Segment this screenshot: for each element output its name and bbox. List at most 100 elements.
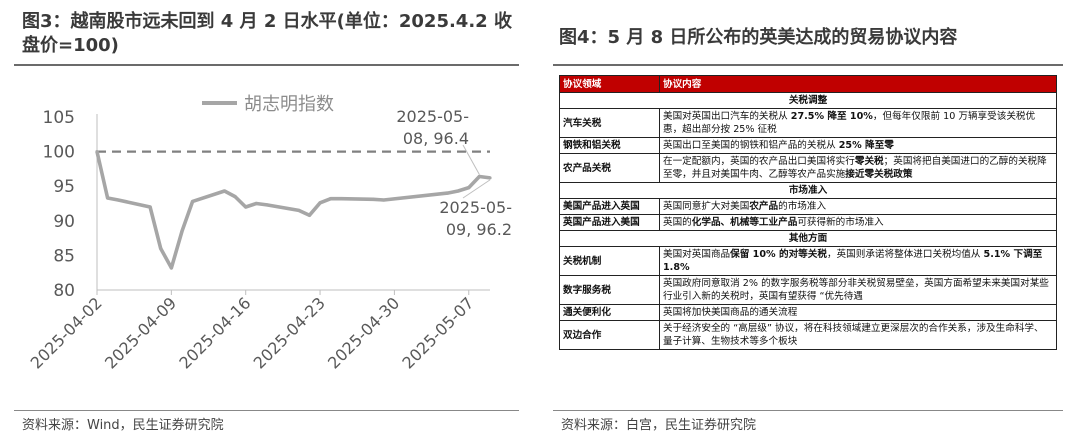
y-tick-label: 105: [43, 108, 75, 128]
annotation-label: 09, 96.2: [446, 220, 512, 239]
row-field: 钢铁和铝关税: [559, 137, 660, 154]
data-point: [488, 176, 492, 180]
row-field: 双边合作: [559, 320, 660, 350]
annotation-leader: [462, 144, 480, 175]
data-point: [180, 229, 184, 233]
table-row: 钢铁和铝关税 英国出口至美国的钢铁和铝产品的关税从 25% 降至零: [559, 137, 1057, 154]
x-tick-label: 2025-04-30: [324, 293, 403, 372]
header-content: 协议内容: [659, 75, 1057, 93]
section-heading: 市场准入: [559, 182, 1057, 199]
x-tick-label: 2025-04-02: [27, 293, 106, 372]
data-point: [116, 198, 120, 202]
table-row: 英国产品进入美国 英国的化学品、机械等工业产品可获得新的市场准入: [559, 214, 1057, 231]
table-figure-title: 图4：5 月 8 日所公布的英美达成的贸易协议内容: [559, 27, 958, 48]
left-panel: 图3：越南股市远未回到 4 月 2 日水平(单位：2025.4.2 收盘价=10…: [0, 0, 525, 440]
data-point: [477, 174, 481, 179]
series-line-hcm-index: [95, 151, 491, 270]
row-content: 英国政府同意取消 2% 的数字服务税等部分非关税贸易壁垒，英国方面希望未来美国对…: [659, 275, 1057, 305]
row-content: 英国将加快美国商品的通关流程: [659, 304, 1057, 321]
table-row: 美国产品进入英国 英国同意扩大对美国农产品的市场准入: [559, 198, 1057, 215]
title-divider: [553, 64, 1063, 66]
title-divider: [14, 64, 519, 66]
row-field: 关税机制: [559, 246, 660, 276]
table-source: 资料来源：白宫，民生证券研究院: [561, 418, 757, 433]
row-field: 农产品关税: [559, 153, 660, 183]
data-point: [95, 150, 99, 154]
row-content: 英国的化学品、机械等工业产品可获得新的市场准入: [659, 214, 1057, 231]
table-row: 汽车关税 美国对英国出口汽车的关税从 27.5% 降至 10%，但每年仅限前 10…: [559, 108, 1057, 138]
y-tick-label: 100: [43, 143, 75, 163]
row-field: 数字服务税: [559, 275, 660, 305]
y-tick-label: 95: [53, 177, 75, 197]
row-content: 关于经济安全的 “高层级” 协议，将在科技领域建立更深层次的合作关系，涉及生命科…: [659, 320, 1057, 350]
agreement-table: 协议领域 协议内容 关税调整 汽车关税 美国对英国出口汽车的关税从 27.5% 降至…: [559, 75, 1057, 350]
section-heading: 其他方面: [559, 230, 1057, 247]
y-tick-label: 80: [53, 281, 75, 301]
content-text: 英国将加快美国商品的通关流程: [663, 307, 798, 318]
content-text: 英国同意扩大对美国: [663, 201, 750, 212]
data-point: [339, 197, 343, 201]
row-content: 美国对英国出口汽车的关税从 27.5% 降至 10%，但每年仅限前 10 万辆享…: [659, 108, 1057, 138]
table-section-row: 关税调整: [559, 92, 1057, 109]
content-text: ；英国将把自美国进口的乙醇的关税降至零，并且对美国牛肉、乙醇等农产品实施: [663, 156, 1047, 180]
x-tick-label: 2025-04-16: [175, 293, 254, 372]
content-text: 的市场准入: [778, 201, 827, 212]
chart-figure-title: 图3：越南股市远未回到 4 月 2 日水平(单位：2025.4.2 收盘价=10…: [22, 11, 512, 56]
data-point: [307, 213, 312, 217]
annotation-leader: [462, 179, 491, 199]
content-text: 英国的: [663, 217, 692, 228]
content-text: 美国对英国出口汽车的关税从: [663, 111, 791, 122]
chart-source: 资料来源：Wind，民生证券研究院: [22, 418, 224, 433]
y-tick-label: 90: [53, 212, 75, 232]
agreement-table-wrapper: 协议领域 协议内容 关税调整 汽车关税 美国对英国出口汽车的关税从 27.5% 降至…: [559, 75, 1057, 350]
emphasis-text: 25% 降至零: [838, 140, 894, 151]
annotation-label: 08, 96.4: [403, 129, 469, 148]
row-content: 英国出口至美国的钢铁和铝产品的关税从 25% 降至零: [659, 137, 1057, 154]
content-text: ，英国则承诺将整体进口关税均值从: [826, 249, 984, 260]
data-point: [382, 198, 386, 202]
source-divider: [14, 410, 519, 411]
legend-label: 胡志明指数: [244, 94, 334, 115]
data-point: [244, 205, 248, 209]
emphasis-text: 农产品: [749, 201, 779, 212]
data-point: [318, 201, 322, 205]
data-point: [222, 189, 227, 193]
content-text: 关于经济安全的 “高层级” 协议，将在科技领域建立更深层次的合作关系，涉及生命科…: [663, 323, 1044, 347]
row-content: 英国同意扩大对美国农产品的市场准入: [659, 198, 1057, 215]
annotation-label: 2025-05-: [439, 198, 512, 217]
right-panel: 图4：5 月 8 日所公布的英美达成的贸易协议内容 协议领域 协议内容 关税调整…: [553, 0, 1080, 440]
row-content: 在一定配额内，英国的农产品出口美国将实行零关税；英国将把自美国进口的乙醇的关税降…: [659, 153, 1057, 183]
data-point: [169, 266, 173, 270]
x-tick-label: 2025-04-09: [101, 293, 180, 372]
row-field: 汽车关税: [559, 108, 660, 138]
y-tick-label: 85: [53, 246, 75, 266]
row-field: 通关便利化: [559, 304, 660, 321]
table-section-row: 市场准入: [559, 182, 1057, 199]
data-point: [297, 208, 301, 213]
table-row: 数字服务税 英国政府同意取消 2% 的数字服务税等部分非关税贸易壁垒，英国方面希望…: [559, 275, 1057, 305]
x-tick-label: 2025-05-07: [398, 293, 477, 372]
row-field: 美国产品进入英国: [559, 198, 660, 215]
table-header-row: 协议领域 协议内容: [559, 75, 1057, 93]
content-text: 可获得新的市场准入: [797, 217, 884, 228]
emphasis-text: 接近零关税政策: [845, 169, 913, 180]
data-point: [159, 246, 163, 251]
data-point: [456, 189, 460, 193]
content-text: 英国政府同意取消 2% 的数字服务税等部分非关税贸易壁垒，英国方面希望未来美国对…: [663, 278, 1049, 302]
table-row: 通关便利化 英国将加快美国商品的通关流程: [559, 304, 1057, 321]
source-divider: [553, 410, 1063, 411]
content-text: ，但每年仅限前 10 万辆享受该关税优惠，超出部分按 25% 征税: [663, 111, 1036, 135]
data-point: [445, 191, 450, 195]
table-row: 关税机制 美国对英国商品保留 10% 的对等关税，英国则承诺将整体进口关税均值从 …: [559, 246, 1057, 276]
emphasis-text: 化学品、机械等工业产品: [691, 217, 798, 228]
data-point: [467, 185, 471, 190]
data-point: [265, 203, 269, 207]
content-text: 美国对英国商品: [663, 249, 731, 260]
line-chart: 808590951001052025-04-022025-04-092025-0…: [27, 94, 512, 373]
annotation-label: 2025-05-: [396, 107, 469, 126]
data-point: [254, 201, 258, 206]
data-point: [190, 199, 195, 204]
emphasis-text: 保留 10% 的对等关税: [730, 249, 827, 260]
table-section-row: 其他方面: [559, 230, 1057, 247]
table-row: 双边合作 关于经济安全的 “高层级” 协议，将在科技领域建立更深层次的合作关系，涉…: [559, 320, 1057, 350]
